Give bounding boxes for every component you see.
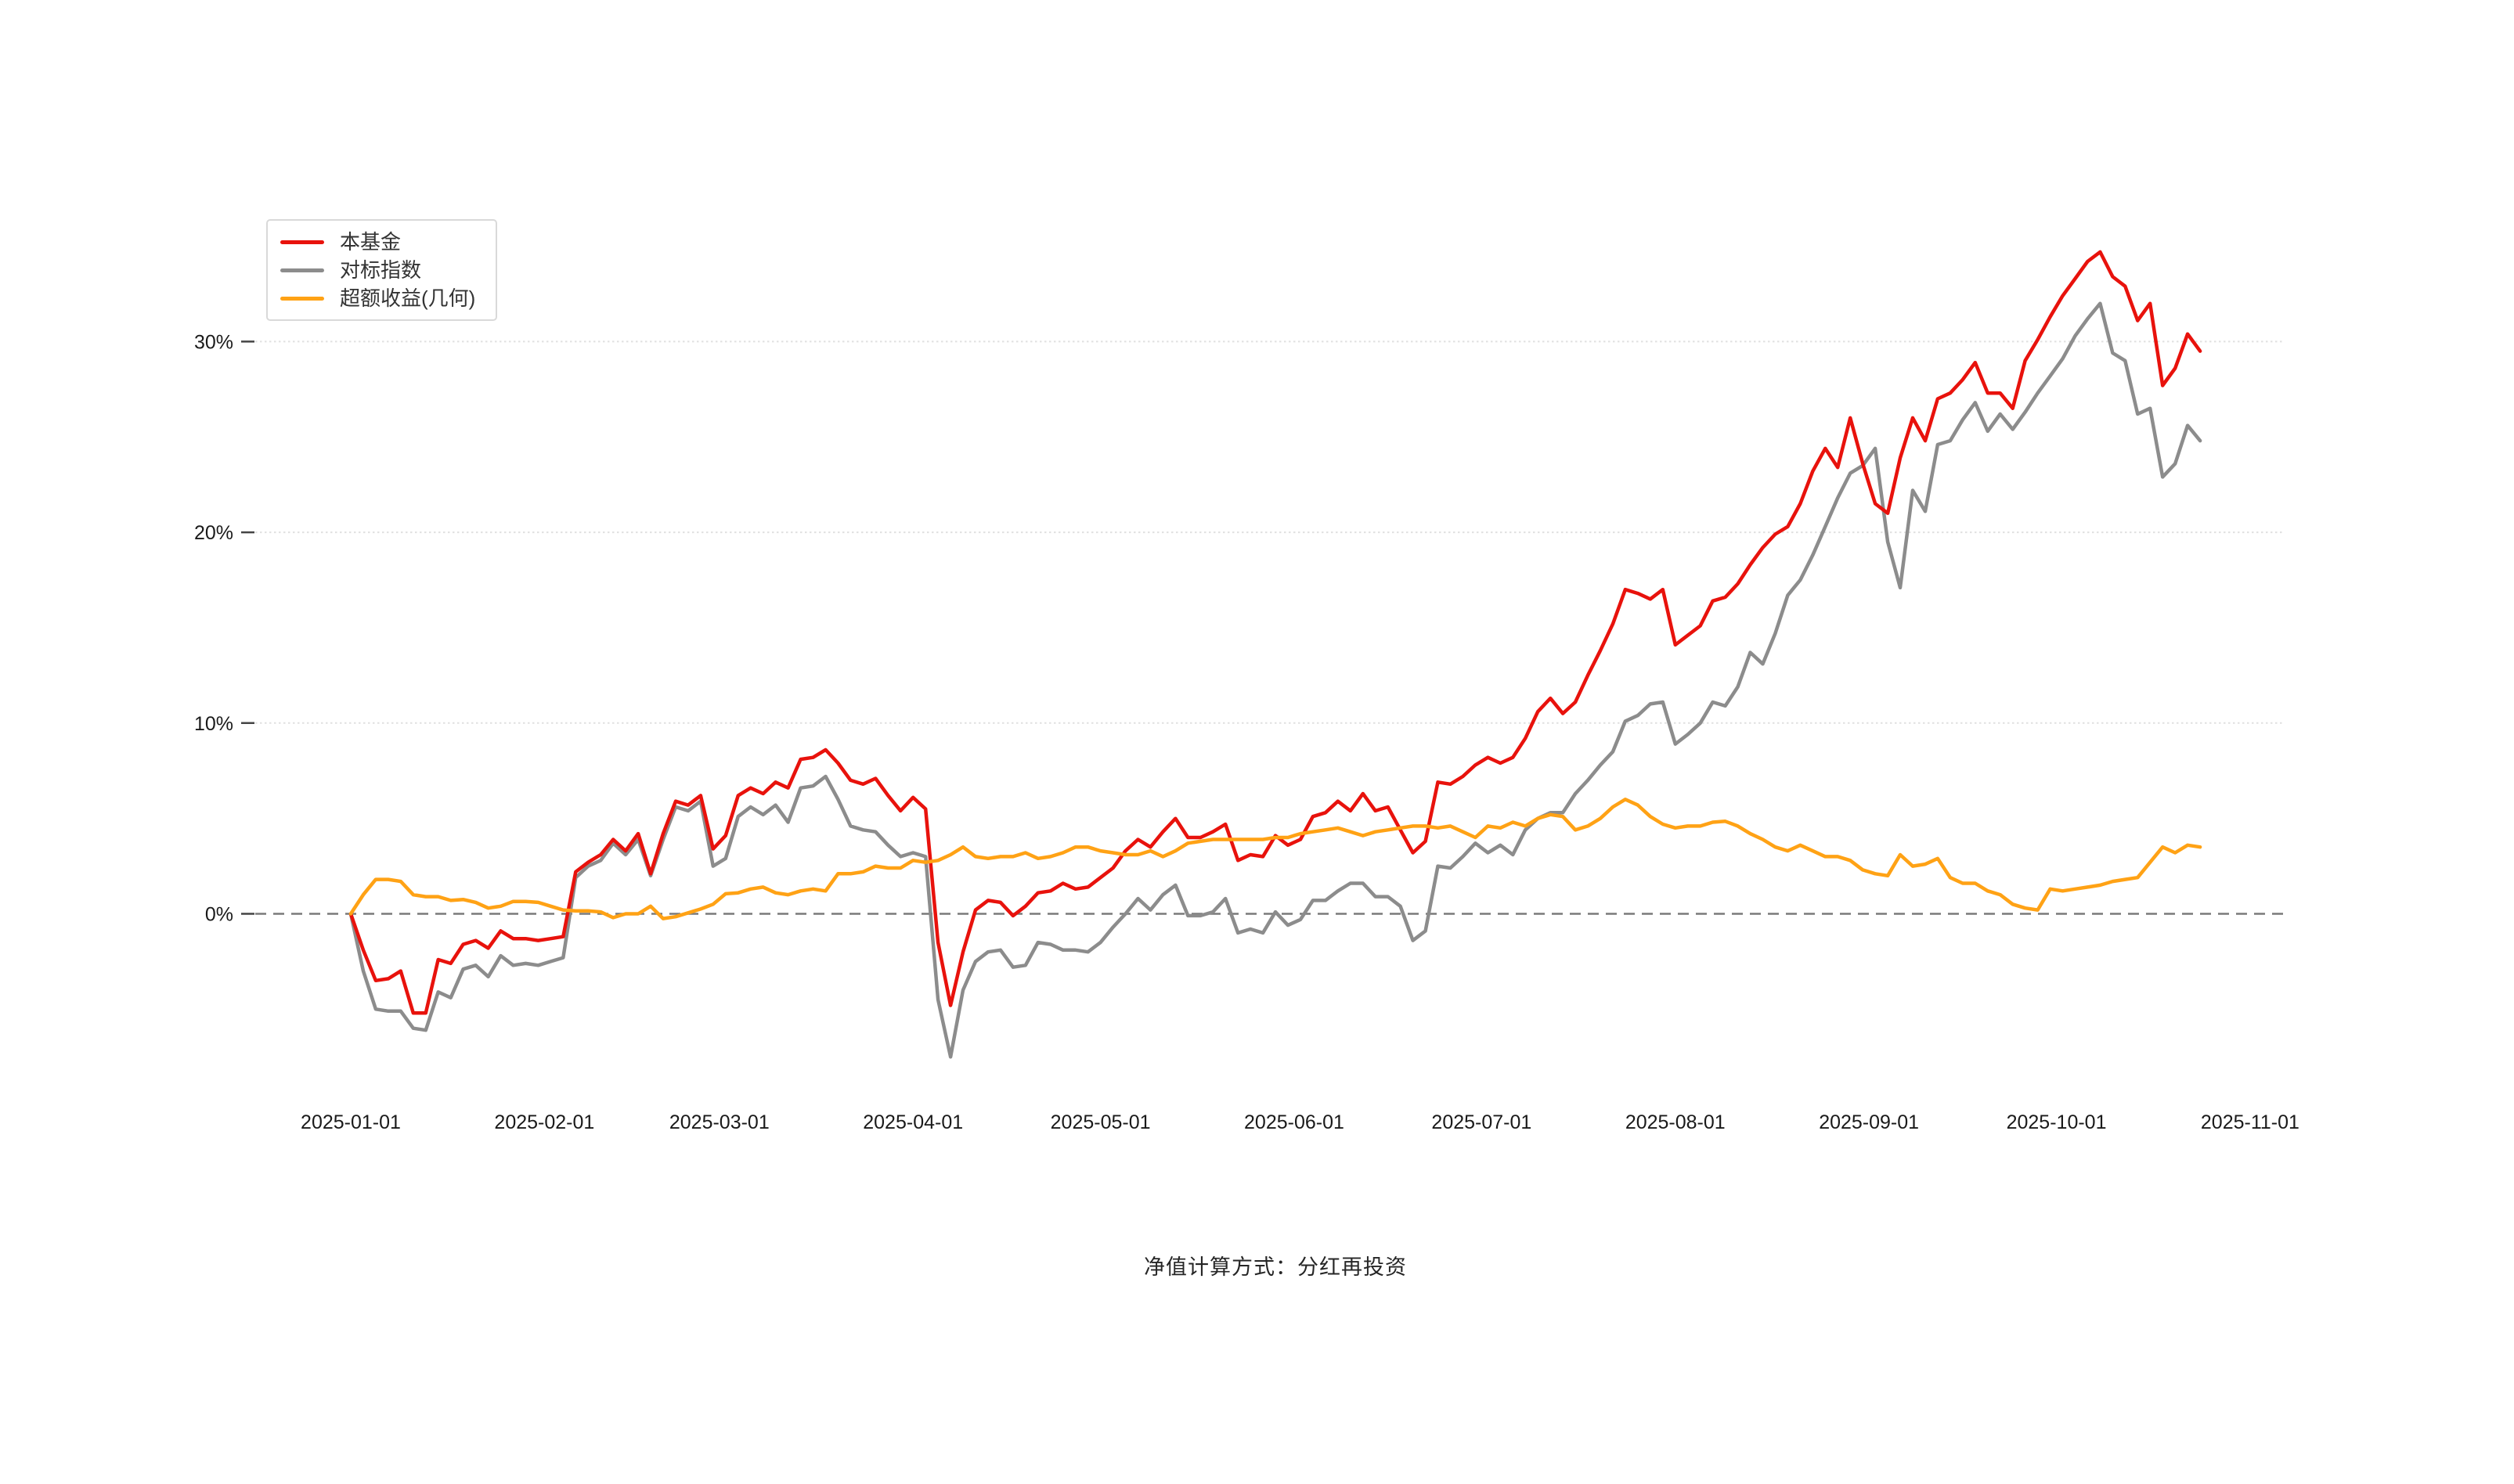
- series-line-benchmark: [348, 301, 2202, 1059]
- benchmark-line-swatch-icon: [280, 268, 324, 272]
- y-axis-label-10: 10%: [194, 713, 233, 735]
- x-axis-label-2025-06-01: 2025-06-01: [1244, 1111, 1344, 1133]
- x-axis-label-2025-01-01: 2025-01-01: [301, 1111, 401, 1133]
- y-axis-label-30: 30%: [194, 331, 233, 353]
- legend-label-benchmark: 对标指数: [340, 258, 422, 282]
- x-axis-label-2025-04-01: 2025-04-01: [863, 1111, 963, 1133]
- x-axis-label-2025-07-01: 2025-07-01: [1431, 1111, 1531, 1133]
- x-axis-label-2025-10-01: 2025-10-01: [2007, 1111, 2107, 1133]
- nav-calculation-method-note: 净值计算方式：分红再投资: [1144, 1255, 1407, 1279]
- x-axis-label-2025-11-01: 2025-11-01: [2201, 1111, 2299, 1133]
- fund-line-swatch-icon: [280, 240, 324, 244]
- legend: 本基金 对标指数 超额收益(几何): [266, 219, 498, 321]
- x-axis-label-2025-05-01: 2025-05-01: [1051, 1111, 1151, 1133]
- legend-item-excess-return[interactable]: 超额收益(几何): [280, 285, 475, 312]
- x-axis-label-2025-09-01: 2025-09-01: [1819, 1111, 1919, 1133]
- x-axis-label-2025-02-01: 2025-02-01: [494, 1111, 594, 1133]
- legend-label-fund: 本基金: [340, 230, 402, 254]
- legend-label-excess-return: 超额收益(几何): [340, 286, 476, 310]
- x-axis-label-2025-03-01: 2025-03-01: [669, 1111, 770, 1133]
- y-axis-label-0: 0%: [205, 904, 233, 926]
- series-line-fund: [348, 250, 2202, 1015]
- legend-item-fund[interactable]: 本基金: [280, 229, 475, 255]
- legend-item-benchmark[interactable]: 对标指数: [280, 257, 475, 283]
- x-axis-label-2025-08-01: 2025-08-01: [1625, 1111, 1726, 1133]
- excess-return-line-swatch-icon: [280, 296, 324, 301]
- y-axis-label-20: 20%: [194, 522, 233, 544]
- series-line-excess-return-geometric: [348, 798, 2202, 920]
